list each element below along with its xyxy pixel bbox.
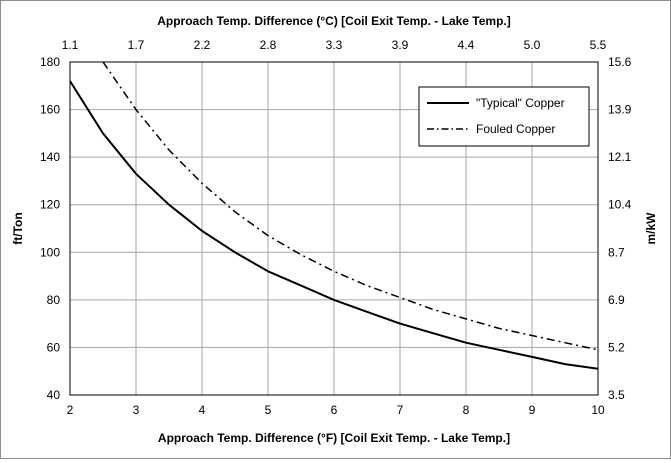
x-tick-label: 10 <box>591 403 605 417</box>
y-tick-label: 120 <box>40 198 60 212</box>
x-tick-label: 2 <box>67 403 74 417</box>
y-tick-label: 160 <box>40 103 60 117</box>
y-tick-label: 100 <box>40 245 60 259</box>
x-tick-label: 5 <box>265 403 272 417</box>
top-tick-label: 3.9 <box>392 38 409 52</box>
top-tick-label: 4.4 <box>458 38 475 52</box>
x-tick-label: 6 <box>331 403 338 417</box>
y-tick-label: 60 <box>47 340 61 354</box>
right-tick-label: 10.4 <box>608 198 632 212</box>
x-tick-label: 9 <box>529 403 536 417</box>
x-axis-title: Approach Temp. Difference (°F) [Coil Exi… <box>158 431 510 445</box>
right-tick-label: 15.6 <box>608 55 632 69</box>
right-tick-label: 3.5 <box>608 388 625 402</box>
top-tick-label: 1.1 <box>62 38 79 52</box>
legend-label-fouled-copper: Fouled Copper <box>476 122 555 136</box>
x-tick-label: 8 <box>463 403 470 417</box>
top-tick-label: 3.3 <box>326 38 343 52</box>
y-tick-label: 180 <box>40 55 60 69</box>
x-tick-label: 4 <box>199 403 206 417</box>
legend-label-typical-copper: "Typical" Copper <box>476 96 565 110</box>
x-tick-label: 7 <box>397 403 404 417</box>
right-tick-label: 12.1 <box>608 150 632 164</box>
right-tick-label: 6.9 <box>608 293 625 307</box>
y-tick-label: 140 <box>40 150 60 164</box>
x-tick-label: 3 <box>133 403 140 417</box>
top-tick-label: 5.0 <box>524 38 541 52</box>
top-tick-label: 5.5 <box>590 38 607 52</box>
top-axis-title: Approach Temp. Difference (°C) [Coil Exi… <box>157 14 511 28</box>
legend: "Typical" Copper Fouled Copper <box>419 87 589 146</box>
y-tick-label: 40 <box>47 388 61 402</box>
right-tick-label: 8.7 <box>608 245 625 259</box>
top-tick-label: 1.7 <box>128 38 145 52</box>
top-tick-label: 2.8 <box>260 38 277 52</box>
top-tick-label: 2.2 <box>194 38 211 52</box>
y-axis-title: ft/Ton <box>11 212 25 244</box>
right-tick-label: 13.9 <box>608 103 632 117</box>
y-tick-label: 80 <box>47 293 61 307</box>
right-tick-label: 5.2 <box>608 340 625 354</box>
right-axis-title: m/kW <box>644 212 658 245</box>
